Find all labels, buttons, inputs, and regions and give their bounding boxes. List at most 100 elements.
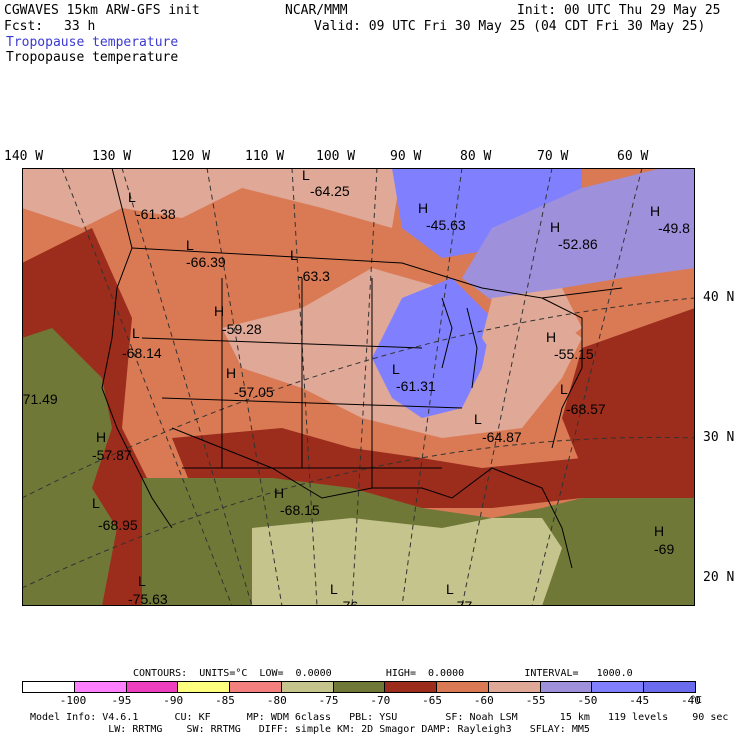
contours-info: CONTOURS: UNITS=°C LOW= 0.0000 HIGH= 0.0…	[133, 668, 633, 679]
map-marker-type: L	[302, 168, 310, 183]
map-marker-type: H	[546, 329, 556, 345]
map-marker-value: -55.15	[554, 346, 594, 362]
forecast-label: Fcst:	[4, 19, 44, 34]
map-marker-value: -68.15	[280, 502, 320, 518]
map-marker-value: -64.87	[482, 429, 522, 445]
lon-label: 110 W	[245, 149, 285, 164]
map-marker-type: L	[560, 381, 568, 397]
map-marker-value: -63.3	[298, 268, 330, 284]
lon-label: 90 W	[390, 149, 422, 164]
legend-tick-label: -65	[422, 694, 443, 707]
legend-color-box	[229, 681, 282, 693]
region-olive-pacific	[22, 328, 117, 606]
map-marker-value: -68.95	[98, 517, 138, 533]
legend-tick-label: -95	[111, 694, 132, 707]
map-marker-value: -64.25	[310, 183, 350, 199]
legend-color-box	[436, 681, 489, 693]
legend-tick-label: -90	[163, 694, 184, 707]
legend-color-box	[539, 681, 593, 693]
map-frame	[22, 168, 695, 606]
legend-tick-label: -70	[370, 694, 391, 707]
map-marker-type: L	[138, 573, 146, 589]
map-marker-type: H	[226, 365, 236, 381]
region-dark-red-atlantic	[562, 308, 695, 468]
map-marker-value: -68.14	[122, 345, 162, 361]
map-marker-value: -68.57	[566, 401, 606, 417]
map-marker-type: L	[132, 325, 140, 341]
map-marker-type: H	[650, 203, 660, 219]
map-marker-type: L	[392, 361, 400, 377]
lat-label: 30 N	[703, 430, 735, 445]
map-marker-value: -57.05	[234, 384, 274, 400]
legend-unit: °C	[690, 695, 703, 706]
legend-tick-label: -60	[473, 694, 494, 707]
legend-color-box	[22, 681, 75, 693]
legend-color-box	[280, 681, 334, 693]
coastlines-borders	[101, 168, 623, 569]
map-marker-value: -61.38	[136, 206, 176, 222]
map-marker-value: -49.8	[658, 220, 690, 236]
map-marker-type: L	[186, 237, 194, 253]
legend-color-box	[384, 681, 438, 693]
legend-color-box	[643, 681, 696, 693]
legend-color-box	[73, 681, 127, 693]
legend-color-box	[487, 681, 541, 693]
map-marker-type: L	[330, 581, 338, 597]
region-salmon-east	[482, 288, 582, 368]
map-marker-type: H	[550, 219, 560, 235]
map-marker-value: -66.39	[186, 254, 226, 270]
region-blue-hudson	[392, 168, 582, 258]
lon-label: 130 W	[92, 149, 132, 164]
color-legend-bar	[22, 681, 696, 693]
map-marker-value: -57.87	[92, 447, 132, 463]
valid-time: Valid: 09 UTC Fri 30 May 25 (04 CDT Fri …	[314, 19, 706, 34]
map-marker-type: H	[274, 485, 284, 501]
lon-label: 100 W	[316, 149, 356, 164]
map-marker-value: -69	[654, 541, 674, 557]
map-marker-type: H	[214, 303, 224, 319]
legend-tick-label: -50	[577, 694, 598, 707]
legend-tick-label: -85	[215, 694, 235, 707]
lon-label: 60 W	[617, 149, 649, 164]
legend-tick-label: -100	[59, 694, 87, 707]
lon-label: 120 W	[171, 149, 211, 164]
legend-tick-label: -75	[318, 694, 339, 707]
map-marker-value: -59.28	[222, 321, 262, 337]
region-khaki-gulf	[252, 518, 562, 606]
map-marker-type: H	[96, 429, 106, 445]
lat-label: 40 N	[703, 290, 735, 305]
legend-tick-label: -40	[681, 694, 701, 707]
map-marker-value: -76	[338, 598, 358, 606]
map-marker-value: -75.63	[128, 591, 168, 606]
init-time: Init: 00 UTC Thu 29 May 25	[517, 3, 721, 18]
organization: NCAR/MMM	[285, 3, 348, 18]
map-marker-type: H	[418, 200, 428, 216]
legend-color-box	[177, 681, 231, 693]
field-title-primary: Tropopause temperature	[6, 35, 179, 50]
physics-info-line: LW: RRTMG SW: RRTMG DIFF: simple KM: 2D …	[30, 724, 590, 735]
field-title-secondary: Tropopause temperature	[6, 50, 179, 65]
lon-label: 140 W	[4, 149, 44, 164]
legend-color-box	[332, 681, 386, 693]
map-marker-value: -52.86	[558, 236, 598, 252]
map-marker-type: L	[290, 247, 298, 263]
model-title: CGWAVES 15km ARW-GFS init	[4, 3, 200, 18]
map-marker-type: L	[446, 581, 454, 597]
map-marker-type: H	[654, 523, 664, 539]
map-marker-value: -45.63	[426, 217, 466, 233]
legend-color-box	[125, 681, 179, 693]
map-marker-type: L	[92, 495, 100, 511]
tropopause-temperature-map: L -64.25 H -45.63 H -52.86 H -49.8 L -61…	[22, 168, 695, 606]
legend-color-box	[591, 681, 645, 693]
forecast-hour: 33 h	[64, 19, 96, 34]
map-marker-type: L	[474, 411, 482, 427]
legend-tick-label: -45	[629, 694, 650, 707]
lon-label: 70 W	[537, 149, 569, 164]
region-blue-great-lakes	[372, 278, 492, 418]
map-marker-value: -61.31	[396, 378, 436, 394]
graticule	[22, 168, 695, 606]
region-lavender-northeast	[462, 168, 695, 308]
lon-label: 80 W	[460, 149, 492, 164]
legend-tick-label: -55	[525, 694, 546, 707]
legend-tick-label: -80	[266, 694, 287, 707]
